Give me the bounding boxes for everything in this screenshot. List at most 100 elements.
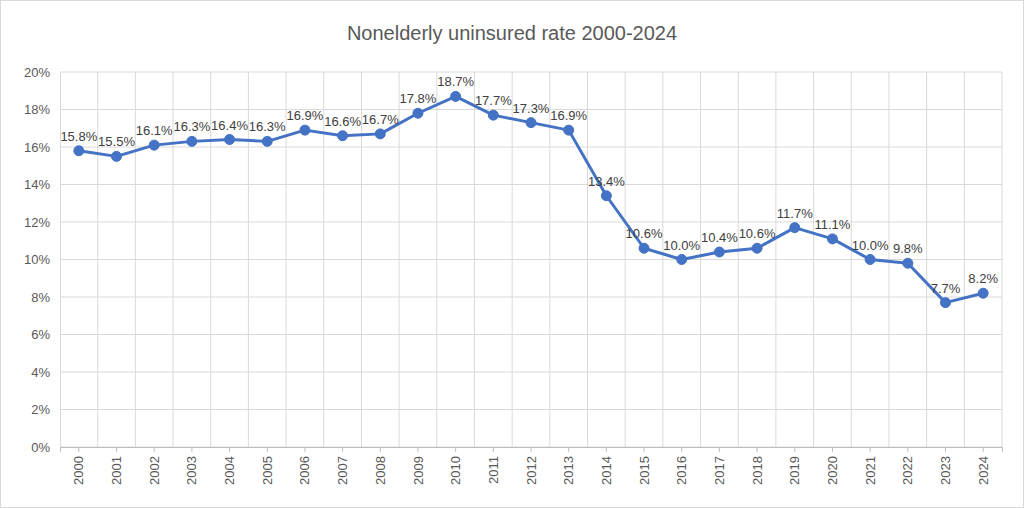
data-label: 16.1% bbox=[136, 123, 173, 138]
data-label: 16.3% bbox=[173, 119, 210, 134]
y-tick-label: 16% bbox=[24, 140, 50, 155]
y-tick-label: 4% bbox=[31, 365, 50, 380]
y-tick: 4% bbox=[31, 365, 60, 380]
x-tick-mark bbox=[267, 447, 268, 452]
data-label: 16.3% bbox=[249, 119, 286, 134]
y-grid-line bbox=[60, 297, 1002, 298]
data-point bbox=[375, 129, 385, 139]
x-tick-mark bbox=[644, 447, 645, 452]
x-tick-mark bbox=[945, 447, 946, 452]
grid bbox=[60, 72, 1002, 447]
data-point bbox=[790, 223, 800, 233]
x-tick-mark bbox=[304, 447, 305, 452]
x-grid-line bbox=[286, 72, 287, 447]
x-tick: 2004 bbox=[222, 447, 237, 485]
y-tick-label: 12% bbox=[24, 215, 50, 230]
x-tick: 2014 bbox=[599, 447, 614, 485]
x-tick-mark bbox=[417, 447, 418, 452]
x-tick-label: 2007 bbox=[335, 456, 350, 485]
data-point bbox=[601, 191, 611, 201]
x-grid-line bbox=[775, 72, 776, 447]
y-tick: 14% bbox=[24, 177, 60, 192]
data-label: 10.6% bbox=[626, 226, 663, 241]
x-tick: 2017 bbox=[712, 447, 727, 485]
x-grid-line bbox=[700, 72, 701, 447]
x-tick-label: 2011 bbox=[486, 456, 501, 484]
x-tick-mark bbox=[342, 447, 343, 452]
data-label: 7.7% bbox=[931, 281, 961, 296]
x-tick: 2011 bbox=[486, 447, 501, 484]
y-tick: 6% bbox=[31, 327, 60, 342]
x-tick-label: 2004 bbox=[222, 456, 237, 485]
x-tick: 2024 bbox=[976, 447, 991, 485]
x-grid-line bbox=[851, 72, 852, 447]
data-label: 16.7% bbox=[362, 112, 399, 127]
marks bbox=[74, 91, 988, 307]
data-point bbox=[413, 108, 423, 118]
x-tick-mark bbox=[757, 447, 758, 452]
x-tick-label: 2024 bbox=[976, 456, 991, 485]
x-grid-line bbox=[361, 72, 362, 447]
x-grid-line bbox=[587, 72, 588, 447]
x-grid-line bbox=[474, 72, 475, 447]
data-point bbox=[300, 125, 310, 135]
data-point bbox=[564, 125, 574, 135]
chart-background bbox=[1, 1, 1024, 508]
chart-title: Nonelderly uninsured rate 2000-2024 bbox=[347, 22, 677, 44]
data-label: 15.8% bbox=[60, 129, 97, 144]
x-grid-line bbox=[738, 72, 739, 447]
y-tick: 18% bbox=[24, 102, 60, 117]
data-label: 16.9% bbox=[286, 108, 323, 123]
data-label: 18.7% bbox=[437, 74, 474, 89]
y-axis: 0%2%4%6%8%10%12%14%16%18%20% bbox=[24, 65, 61, 455]
x-tick: 2009 bbox=[411, 447, 426, 485]
data-label: 16.9% bbox=[550, 108, 587, 123]
x-grid-line bbox=[549, 72, 550, 447]
data-point bbox=[903, 258, 913, 268]
data-point bbox=[488, 110, 498, 120]
data-point bbox=[827, 234, 837, 244]
x-grid-line bbox=[888, 72, 889, 447]
x-tick: 2005 bbox=[260, 447, 275, 485]
data-line bbox=[79, 96, 983, 302]
x-tick: 2022 bbox=[900, 447, 915, 485]
data-point bbox=[225, 135, 235, 145]
y-grid-line bbox=[60, 184, 1002, 185]
x-tick-mark bbox=[531, 447, 532, 452]
x-tick-label: 2005 bbox=[260, 456, 275, 485]
x-tick-label: 2023 bbox=[938, 456, 953, 485]
x-tick-mark bbox=[78, 447, 79, 452]
x-tick-label: 2013 bbox=[561, 456, 576, 485]
x-tick-mark bbox=[870, 447, 871, 452]
x-tick: 2020 bbox=[825, 447, 840, 485]
x-tick-mark bbox=[154, 447, 155, 452]
data-point bbox=[677, 255, 687, 265]
x-tick-label: 2012 bbox=[524, 456, 539, 485]
x-tick: 2021 bbox=[863, 447, 878, 485]
x-tick: 2019 bbox=[787, 447, 802, 485]
x-tick-label: 2006 bbox=[297, 456, 312, 485]
x-tick-label: 2001 bbox=[109, 456, 124, 485]
data-labels: 15.8%15.5%16.1%16.3%16.4%16.3%16.9%16.6%… bbox=[60, 74, 998, 295]
x-tick: 2015 bbox=[637, 447, 652, 485]
x-tick-label: 2019 bbox=[787, 456, 802, 485]
y-tick: 16% bbox=[24, 140, 60, 155]
x-tick: 2013 bbox=[561, 447, 576, 485]
x-tick-label: 2017 bbox=[712, 456, 727, 485]
data-point bbox=[338, 131, 348, 141]
x-tick-label: 2016 bbox=[674, 456, 689, 485]
x-tick-mark bbox=[681, 447, 682, 452]
data-label: 16.4% bbox=[211, 118, 248, 133]
x-tick-label: 2014 bbox=[599, 456, 614, 485]
y-grid-line bbox=[60, 334, 1002, 335]
plot-area: 0%2%4%6%8%10%12%14%16%18%20%200020012002… bbox=[24, 65, 1003, 485]
x-tick-mark bbox=[606, 447, 607, 452]
y-tick-label: 18% bbox=[24, 102, 50, 117]
x-tick: 2010 bbox=[448, 447, 463, 485]
x-tick: 2001 bbox=[109, 447, 124, 485]
y-tick-label: 8% bbox=[31, 290, 50, 305]
data-point bbox=[639, 243, 649, 253]
y-tick-label: 0% bbox=[31, 440, 50, 455]
x-tick-label: 2008 bbox=[373, 456, 388, 485]
data-label: 10.6% bbox=[739, 226, 776, 241]
